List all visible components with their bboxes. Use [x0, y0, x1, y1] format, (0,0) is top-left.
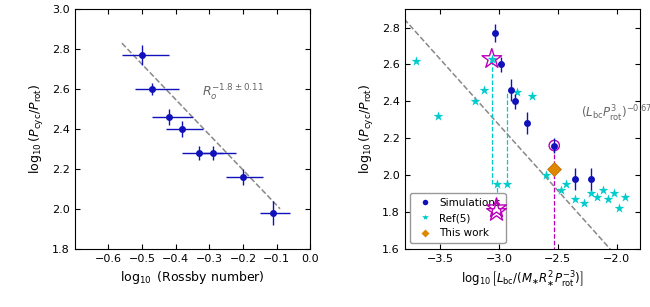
Point — [578, 200, 589, 205]
Point — [491, 182, 502, 187]
Point — [432, 114, 443, 119]
Point — [526, 93, 537, 98]
Point — [561, 182, 571, 187]
Point — [487, 56, 497, 61]
Y-axis label: $\log_{10}(P_{\rm cyc}/P_{\rm rot})$: $\log_{10}(P_{\rm cyc}/P_{\rm rot})$ — [358, 84, 376, 174]
Point — [556, 187, 567, 192]
X-axis label: $\log_{10}\left[L_{\rm bc}/(M_{\ast}R_{\ast}^2P_{\rm rot}^{-3})\right]$: $\log_{10}\left[L_{\rm bc}/(M_{\ast}R_{\… — [462, 269, 584, 289]
Point — [491, 206, 502, 211]
Point — [549, 167, 560, 172]
Point — [491, 209, 502, 214]
Text: $(L_{\rm bc}P_{\rm rot}^3)^{-0.67}$: $(L_{\rm bc}P_{\rm rot}^3)^{-0.67}$ — [581, 104, 650, 124]
Point — [549, 276, 560, 281]
Point — [411, 58, 422, 63]
Point — [502, 182, 512, 187]
Point — [541, 173, 551, 177]
Point — [603, 196, 614, 201]
Point — [586, 191, 596, 196]
Point — [512, 90, 522, 95]
Legend: Simulations, Ref(5), This work: Simulations, Ref(5), This work — [410, 192, 506, 243]
Point — [487, 56, 497, 61]
Point — [549, 143, 560, 148]
Point — [496, 206, 506, 211]
X-axis label: $\log_{10}$ (Rossby number): $\log_{10}$ (Rossby number) — [120, 269, 265, 286]
Y-axis label: $\log_{10}(P_{\rm cyc}/P_{\rm rot})$: $\log_{10}(P_{\rm cyc}/P_{\rm rot})$ — [29, 84, 46, 174]
Point — [619, 195, 630, 200]
Point — [597, 187, 608, 192]
Point — [609, 191, 619, 196]
Point — [592, 195, 602, 200]
Point — [470, 99, 480, 104]
Text: $R_o^{-1.8\pm0.11}$: $R_o^{-1.8\pm0.11}$ — [202, 83, 264, 103]
Point — [614, 206, 624, 211]
Point — [570, 196, 580, 201]
Point — [478, 88, 489, 93]
